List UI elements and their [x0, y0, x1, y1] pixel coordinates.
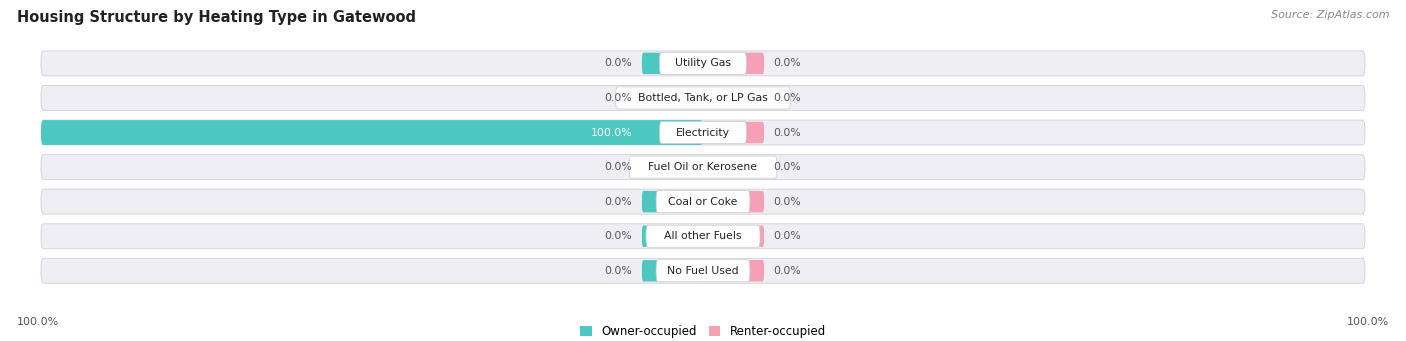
Text: 0.0%: 0.0%: [773, 231, 801, 241]
Text: 100.0%: 100.0%: [1347, 317, 1389, 327]
FancyBboxPatch shape: [643, 191, 700, 212]
Text: 0.0%: 0.0%: [605, 231, 633, 241]
FancyBboxPatch shape: [706, 225, 763, 247]
FancyBboxPatch shape: [41, 86, 1365, 110]
FancyBboxPatch shape: [41, 224, 1365, 249]
FancyBboxPatch shape: [659, 52, 747, 74]
Text: All other Fuels: All other Fuels: [664, 231, 742, 241]
FancyBboxPatch shape: [643, 122, 700, 143]
FancyBboxPatch shape: [643, 157, 700, 178]
Text: 0.0%: 0.0%: [605, 197, 633, 207]
Legend: Owner-occupied, Renter-occupied: Owner-occupied, Renter-occupied: [575, 321, 831, 341]
Text: Fuel Oil or Kerosene: Fuel Oil or Kerosene: [648, 162, 758, 172]
Text: 0.0%: 0.0%: [773, 128, 801, 137]
FancyBboxPatch shape: [643, 260, 700, 282]
FancyBboxPatch shape: [643, 87, 700, 109]
FancyBboxPatch shape: [706, 260, 763, 282]
FancyBboxPatch shape: [41, 120, 1365, 145]
Text: Coal or Coke: Coal or Coke: [668, 197, 738, 207]
Text: 0.0%: 0.0%: [773, 58, 801, 69]
Text: 0.0%: 0.0%: [773, 197, 801, 207]
FancyBboxPatch shape: [706, 157, 763, 178]
Text: Bottled, Tank, or LP Gas: Bottled, Tank, or LP Gas: [638, 93, 768, 103]
Text: No Fuel Used: No Fuel Used: [668, 266, 738, 276]
FancyBboxPatch shape: [41, 120, 703, 145]
Text: Housing Structure by Heating Type in Gatewood: Housing Structure by Heating Type in Gat…: [17, 10, 416, 25]
FancyBboxPatch shape: [628, 156, 778, 178]
Text: 0.0%: 0.0%: [605, 93, 633, 103]
Text: Source: ZipAtlas.com: Source: ZipAtlas.com: [1271, 10, 1389, 20]
Text: 0.0%: 0.0%: [773, 162, 801, 172]
Text: 100.0%: 100.0%: [17, 317, 59, 327]
FancyBboxPatch shape: [657, 260, 749, 282]
FancyBboxPatch shape: [643, 225, 700, 247]
FancyBboxPatch shape: [645, 225, 761, 247]
Text: 0.0%: 0.0%: [773, 93, 801, 103]
FancyBboxPatch shape: [41, 189, 1365, 214]
Text: Electricity: Electricity: [676, 128, 730, 137]
Text: Utility Gas: Utility Gas: [675, 58, 731, 69]
FancyBboxPatch shape: [616, 87, 790, 109]
FancyBboxPatch shape: [706, 53, 763, 74]
Text: 0.0%: 0.0%: [605, 266, 633, 276]
FancyBboxPatch shape: [41, 155, 1365, 179]
FancyBboxPatch shape: [706, 87, 763, 109]
Text: 0.0%: 0.0%: [605, 58, 633, 69]
FancyBboxPatch shape: [706, 122, 763, 143]
Text: 0.0%: 0.0%: [773, 266, 801, 276]
FancyBboxPatch shape: [41, 258, 1365, 283]
FancyBboxPatch shape: [41, 51, 1365, 76]
Text: 100.0%: 100.0%: [591, 128, 633, 137]
FancyBboxPatch shape: [643, 53, 700, 74]
FancyBboxPatch shape: [659, 121, 747, 144]
Text: 0.0%: 0.0%: [605, 162, 633, 172]
FancyBboxPatch shape: [706, 191, 763, 212]
FancyBboxPatch shape: [657, 191, 749, 213]
